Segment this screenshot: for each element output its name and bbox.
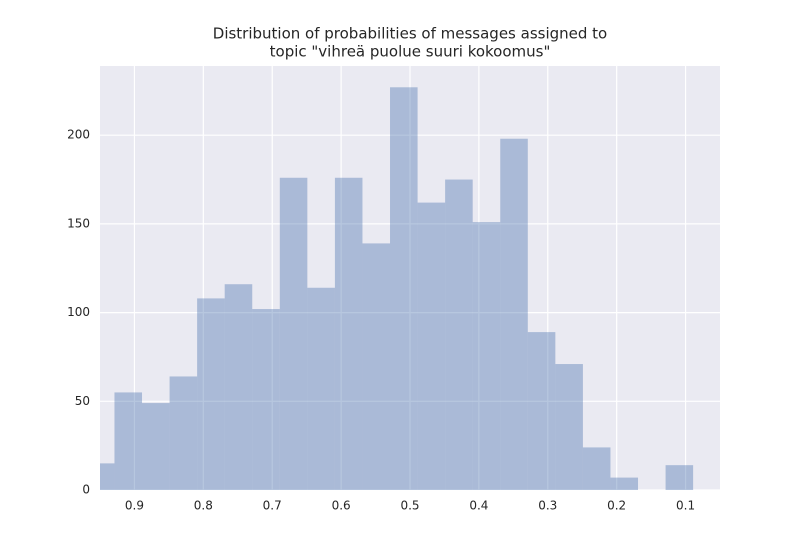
bar: [307, 287, 335, 490]
y-tick-label: 150: [67, 216, 90, 230]
bar: [390, 87, 418, 490]
tick-labels: 0 50 100 150 200 0.9 0.8 0.7 0.6 0.5 0.4 0.3 0.2 0.1: [67, 128, 695, 513]
x-tick-label: 0.3: [538, 499, 557, 513]
grid: [100, 66, 720, 491]
chart-title: Distribution of probabilities of message…: [213, 25, 607, 43]
bar: [362, 243, 391, 490]
x-tick-label: 0.6: [332, 499, 351, 513]
bar: [527, 332, 556, 490]
bar: [582, 447, 611, 490]
bars: [100, 87, 694, 490]
bar: [334, 177, 363, 490]
bar: [142, 403, 170, 490]
y-tick-label: 200: [67, 128, 90, 142]
x-tick-label: 0.9: [125, 499, 144, 513]
x-tick-label: 0.5: [400, 499, 419, 513]
bar: [445, 179, 473, 490]
bar: [610, 477, 639, 490]
bar: [114, 392, 143, 490]
y-tick-label: 0: [82, 483, 90, 497]
x-tick-label: 0.1: [676, 499, 695, 513]
bar: [417, 202, 446, 490]
x-tick-label: 0.2: [607, 499, 626, 513]
y-tick-label: 50: [75, 394, 90, 408]
bar: [500, 138, 528, 490]
bar: [555, 364, 583, 490]
bar: [665, 465, 694, 490]
bar: [100, 463, 115, 490]
bar: [252, 309, 280, 490]
x-tick-label: 0.4: [469, 499, 488, 513]
x-tick-label: 0.7: [263, 499, 282, 513]
bar: [169, 376, 198, 490]
y-tick-label: 100: [67, 305, 90, 319]
bar: [279, 177, 308, 490]
x-tick-label: 0.8: [194, 499, 213, 513]
chart-title: topic "vihreä puolue suuri kokoomus": [270, 43, 551, 61]
bar: [472, 222, 501, 490]
bar: [197, 298, 225, 490]
bar: [224, 284, 253, 490]
